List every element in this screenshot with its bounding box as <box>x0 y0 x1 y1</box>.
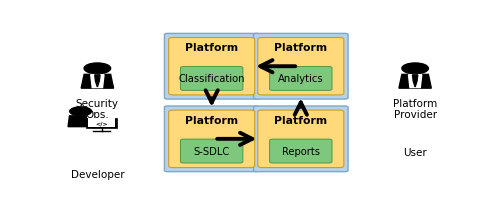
Text: S-SDLC: S-SDLC <box>194 146 230 156</box>
Text: Analytics: Analytics <box>278 74 324 84</box>
FancyBboxPatch shape <box>168 38 254 95</box>
Polygon shape <box>81 75 114 89</box>
Text: Platform: Platform <box>274 43 328 53</box>
Polygon shape <box>94 75 100 88</box>
Text: Developer: Developer <box>70 169 124 179</box>
Circle shape <box>402 64 428 74</box>
Text: Classification: Classification <box>178 74 245 84</box>
Polygon shape <box>90 75 104 88</box>
Text: Security
Ops.: Security Ops. <box>76 98 119 120</box>
FancyBboxPatch shape <box>270 67 332 91</box>
Text: </>: </> <box>95 121 108 125</box>
FancyBboxPatch shape <box>258 38 344 95</box>
Text: Platform
Provider: Platform Provider <box>393 98 437 120</box>
Text: Platform: Platform <box>185 43 238 53</box>
FancyBboxPatch shape <box>168 111 254 168</box>
Text: Platform: Platform <box>274 115 328 125</box>
FancyBboxPatch shape <box>164 34 259 100</box>
Circle shape <box>84 64 110 74</box>
Polygon shape <box>399 75 432 89</box>
Circle shape <box>70 107 92 116</box>
FancyBboxPatch shape <box>86 118 117 128</box>
Polygon shape <box>408 75 422 88</box>
FancyBboxPatch shape <box>254 34 348 100</box>
Text: User: User <box>403 147 427 157</box>
Polygon shape <box>412 75 418 88</box>
Text: Platform: Platform <box>185 115 238 125</box>
FancyBboxPatch shape <box>254 106 348 172</box>
Polygon shape <box>68 116 87 127</box>
FancyBboxPatch shape <box>180 67 243 91</box>
FancyBboxPatch shape <box>270 140 332 163</box>
FancyBboxPatch shape <box>164 106 259 172</box>
FancyBboxPatch shape <box>88 119 115 127</box>
FancyBboxPatch shape <box>258 111 344 168</box>
Text: Reports: Reports <box>282 146 320 156</box>
FancyBboxPatch shape <box>180 140 243 163</box>
